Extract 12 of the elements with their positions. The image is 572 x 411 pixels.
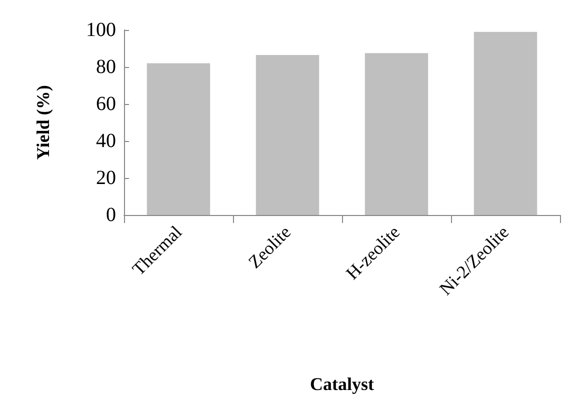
y-tick-label: 40 xyxy=(96,130,116,152)
bar xyxy=(146,63,210,215)
x-axis-title: Catalyst xyxy=(310,374,374,394)
bar xyxy=(474,32,538,215)
y-tick-label: 20 xyxy=(96,167,116,189)
bar xyxy=(364,53,428,215)
bar xyxy=(256,54,320,215)
y-axis-title: Yield (%) xyxy=(33,85,53,160)
y-tick-label: 80 xyxy=(96,56,116,78)
y-tick-label: 0 xyxy=(106,204,116,226)
y-tick-label: 100 xyxy=(86,19,116,41)
y-tick-label: 60 xyxy=(96,93,116,115)
